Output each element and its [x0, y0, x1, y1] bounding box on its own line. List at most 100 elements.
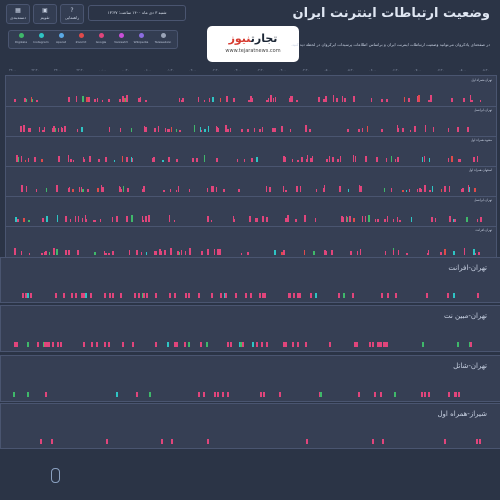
outage-mark	[108, 252, 110, 255]
outage-mark	[457, 342, 460, 347]
outage-mark	[48, 342, 51, 347]
time-tick: ۲۳:۳۰	[76, 68, 84, 72]
outage-mark	[365, 155, 367, 162]
outage-mark	[304, 215, 306, 222]
legend-item-instagram[interactable]: Instagram	[32, 33, 50, 44]
outage-mark	[105, 252, 107, 255]
isp-big-panel: تهران-مبین نت	[0, 305, 500, 352]
outage-mark	[168, 157, 170, 162]
outage-mark	[352, 155, 355, 162]
outage-mark	[353, 95, 355, 102]
legend-label: Zoomit	[75, 40, 87, 44]
outage-mark	[27, 392, 29, 397]
logo-url: www.tejaratnews.com	[225, 48, 281, 54]
outage-mark	[289, 98, 291, 102]
outage-mark	[323, 99, 325, 102]
outage-mark	[225, 125, 227, 132]
outage-mark	[160, 439, 163, 444]
outage-mark	[425, 293, 428, 298]
calendar-button[interactable]: ▣ تقویم	[33, 4, 57, 24]
legend-item-zoomit[interactable]: Zoomit	[72, 33, 90, 44]
outage-mark	[337, 159, 339, 162]
legend-item-wikipedia[interactable]: Wikipedia	[132, 33, 150, 44]
outage-mark	[154, 293, 157, 298]
outage-mark	[459, 158, 462, 162]
outage-mark	[403, 96, 406, 102]
outage-mark	[59, 342, 62, 347]
outage-mark	[243, 158, 246, 162]
outage-mark	[297, 159, 299, 162]
outage-mark	[266, 99, 268, 102]
outage-mark	[256, 217, 258, 222]
outage-mark	[454, 218, 456, 222]
outage-mark	[24, 293, 27, 298]
outage-mark	[54, 293, 57, 298]
isp-panel: تهران-همراه اول	[6, 76, 496, 107]
outage-mark	[219, 293, 222, 298]
outage-mark	[81, 293, 84, 298]
legend-item-varzesh3[interactable]: Varzesh3	[112, 33, 130, 44]
time-tick: ۲۳:۰۰	[54, 68, 62, 72]
isp-panel-marks	[6, 196, 496, 226]
outage-mark	[241, 129, 244, 132]
isp-big-panel: شیراز-همراه اول	[0, 403, 500, 449]
categories-button[interactable]: ▦ دسته‌بندی	[6, 4, 30, 24]
outage-mark	[76, 128, 79, 132]
outage-mark	[368, 215, 370, 222]
legend-item-telewebion[interactable]: Telewebion	[154, 33, 172, 44]
outage-mark	[192, 157, 195, 162]
outage-mark	[145, 127, 147, 132]
outage-mark	[256, 157, 258, 162]
outage-mark	[122, 342, 125, 347]
page-description: در صفحه‌ای پادکروان می‌توانید وضعیت ارتب…	[290, 42, 490, 47]
outage-mark	[188, 188, 191, 192]
outage-mark	[207, 125, 210, 132]
outage-mark	[262, 392, 265, 397]
outage-mark	[216, 126, 219, 132]
isp-panel-marks	[6, 76, 496, 106]
outage-mark	[293, 293, 296, 298]
legend-dot	[58, 33, 64, 38]
outage-mark	[258, 293, 261, 298]
outage-mark	[262, 293, 265, 298]
page-title: وضعیت ارتباطات اینترنت ایران	[292, 6, 490, 21]
outage-mark	[214, 392, 217, 397]
isp-panel-marks	[6, 166, 496, 196]
outage-mark	[428, 99, 430, 102]
legend-item-google[interactable]: Google	[92, 33, 110, 44]
outage-mark	[262, 215, 264, 222]
outage-mark	[119, 127, 122, 132]
outage-mark	[153, 250, 156, 255]
outage-mark	[20, 250, 23, 255]
outage-mark	[396, 217, 399, 222]
outage-mark	[45, 251, 47, 255]
outage-mark	[420, 188, 422, 192]
outage-mark	[396, 125, 399, 132]
legend-item-aparat[interactable]: Aparat	[52, 33, 70, 44]
outage-mark	[406, 252, 408, 255]
outage-mark	[142, 293, 145, 298]
outage-mark	[303, 249, 306, 255]
outage-mark	[202, 392, 205, 397]
outage-mark	[29, 293, 32, 298]
outage-mark	[290, 95, 292, 102]
outage-mark	[60, 126, 63, 132]
outage-mark	[196, 158, 198, 162]
legend-item-digikala[interactable]: Digikala	[12, 33, 30, 44]
outage-mark	[474, 187, 476, 192]
outage-mark	[476, 155, 479, 162]
logo-part1: تجارت	[250, 32, 278, 45]
legend-dot	[18, 33, 24, 38]
time-tick: ۰۳:۳۰	[256, 68, 264, 72]
outage-mark	[427, 392, 430, 397]
outage-mark	[347, 129, 349, 132]
outage-mark	[434, 217, 437, 222]
outage-mark	[83, 293, 86, 298]
outage-mark	[101, 99, 104, 102]
outage-mark	[429, 189, 431, 192]
help-button[interactable]: ? راهنمایی	[60, 4, 84, 24]
outage-mark	[102, 186, 105, 192]
time-tick: ۰۰:۰۰	[99, 68, 107, 72]
outage-mark	[304, 342, 307, 347]
scroll-mouse-icon[interactable]	[51, 468, 60, 483]
